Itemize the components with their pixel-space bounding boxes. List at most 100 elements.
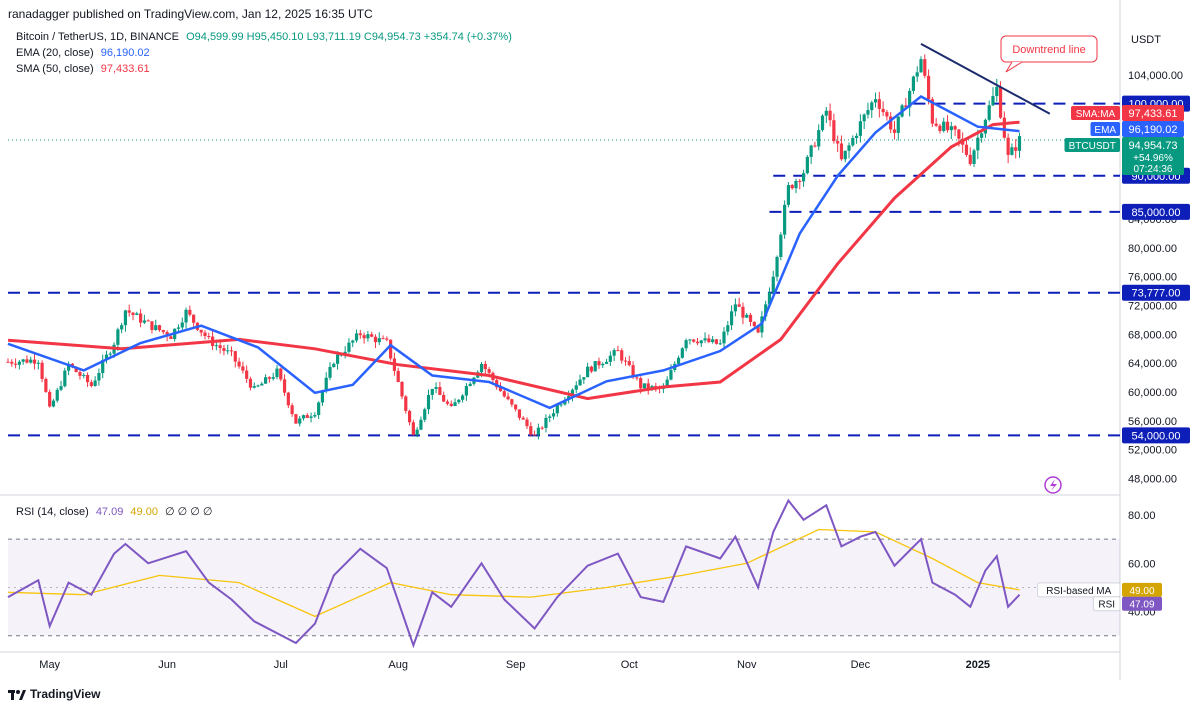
rsi-band-fill	[8, 539, 1120, 636]
candle-body	[1006, 137, 1010, 155]
candle-body	[108, 353, 112, 355]
candle-body	[995, 86, 999, 97]
candle-body	[934, 123, 938, 126]
price-tick-label: 52,000.00	[1128, 445, 1177, 457]
candle-body	[453, 402, 457, 407]
candle-body	[479, 363, 484, 373]
candle-body	[48, 391, 52, 407]
candle-body	[843, 150, 847, 160]
annotation-box	[1000, 35, 1098, 63]
candle-body	[309, 416, 313, 418]
candle-body	[260, 383, 264, 386]
tradingview-logo[interactable]: TradingView	[8, 687, 100, 701]
candle-body	[445, 401, 450, 404]
candle-body	[188, 309, 192, 315]
candle-body	[248, 378, 253, 388]
candle-body	[358, 333, 362, 336]
candle-body	[120, 325, 124, 330]
time-tick-label: Jun	[158, 659, 176, 671]
price-tag-name: SMA:MA	[1076, 109, 1116, 120]
candle-body	[59, 386, 63, 390]
candle-body	[1002, 117, 1006, 138]
candle-body	[858, 121, 862, 136]
candle-body	[275, 368, 279, 378]
candle-body	[692, 339, 696, 342]
rsi-tick-label: 80.00	[1128, 510, 1156, 522]
candle-body	[411, 422, 415, 435]
price-tick-label: 68,000.00	[1128, 329, 1177, 341]
candle-body	[809, 145, 813, 157]
candle-body	[764, 304, 768, 317]
candle-body	[116, 329, 120, 345]
candle-body	[593, 361, 597, 372]
ohlc-values: O94,599.99 H95,450.10 L93,711.19 C94,954…	[186, 31, 512, 43]
level-tag	[1122, 427, 1190, 444]
price-tick-label: 48,000.00	[1128, 474, 1177, 486]
trend-annotation: Downtrend line	[920, 35, 1098, 115]
candle-body	[889, 116, 893, 130]
candle-body	[756, 326, 760, 333]
rsi-tag-value-box	[1122, 596, 1162, 611]
candle-body	[521, 417, 525, 420]
rsi-ma-legend-value: 49.00	[130, 506, 158, 518]
candle-body	[987, 105, 991, 120]
candle-body	[150, 321, 154, 330]
rsi-tag-value: 47.09	[1129, 600, 1154, 611]
rsi-tag-name-box	[1037, 582, 1121, 598]
candle-body	[13, 363, 18, 365]
candle-body	[597, 361, 601, 366]
footer-brand: TradingView	[30, 687, 101, 701]
candle-body	[828, 110, 832, 121]
candle-body	[589, 366, 594, 372]
candle-body	[377, 338, 381, 343]
ema-20-line	[7, 95, 1020, 410]
candle-body	[320, 391, 325, 403]
rsi-tag-value-box	[1122, 582, 1162, 597]
candle-body	[620, 350, 624, 361]
candle-body	[104, 354, 109, 361]
candle-body	[32, 359, 37, 364]
sma-legend-value: 97,433.61	[100, 63, 150, 75]
candle-body	[214, 345, 218, 347]
candle-body	[991, 96, 995, 106]
candle-body	[385, 338, 389, 340]
candle-body	[67, 363, 71, 371]
candle-body	[442, 394, 446, 402]
level-tag-label: 73,777.00	[1132, 288, 1181, 300]
candle-body	[370, 334, 374, 337]
time-tick-label: May	[39, 659, 60, 671]
time-axis: May Jun Jul Aug Sep Oct Nov Dec 2025	[39, 659, 990, 671]
candle-body	[559, 404, 563, 406]
candle-body	[517, 409, 522, 418]
candle-body	[915, 72, 919, 77]
candle-body	[1010, 147, 1014, 155]
price-tag-name-box	[1064, 138, 1120, 152]
candle-body	[294, 414, 298, 424]
price-axis: 48,000.00 52,000.00 56,000.00 60,000.00 64,0…	[1128, 34, 1183, 486]
candle-body	[794, 180, 798, 189]
candle-body	[180, 322, 184, 328]
candle-body	[646, 383, 650, 389]
candle-body	[711, 339, 715, 343]
tradingview-logo-icon	[8, 689, 26, 700]
candle-body	[264, 377, 268, 384]
candle-body	[468, 383, 472, 387]
candle-body	[586, 366, 590, 378]
candle-body	[498, 387, 503, 392]
ema-legend-label: EMA (20, close)	[16, 47, 94, 59]
candle-body	[400, 381, 404, 397]
candle-body	[324, 377, 328, 392]
rsi-tick-label: 60.00	[1128, 558, 1156, 570]
price-tag-name: BTCUSDT	[1069, 141, 1116, 152]
ema-legend-value: 96,190.02	[100, 47, 150, 59]
candle-body	[63, 370, 67, 387]
candle-body	[881, 108, 885, 113]
price-tag-value-box	[1122, 121, 1184, 137]
candle-body	[233, 351, 237, 362]
candle-body	[366, 334, 370, 339]
candle-body	[836, 141, 840, 144]
candle-body	[949, 126, 953, 131]
candle-body	[207, 336, 211, 338]
